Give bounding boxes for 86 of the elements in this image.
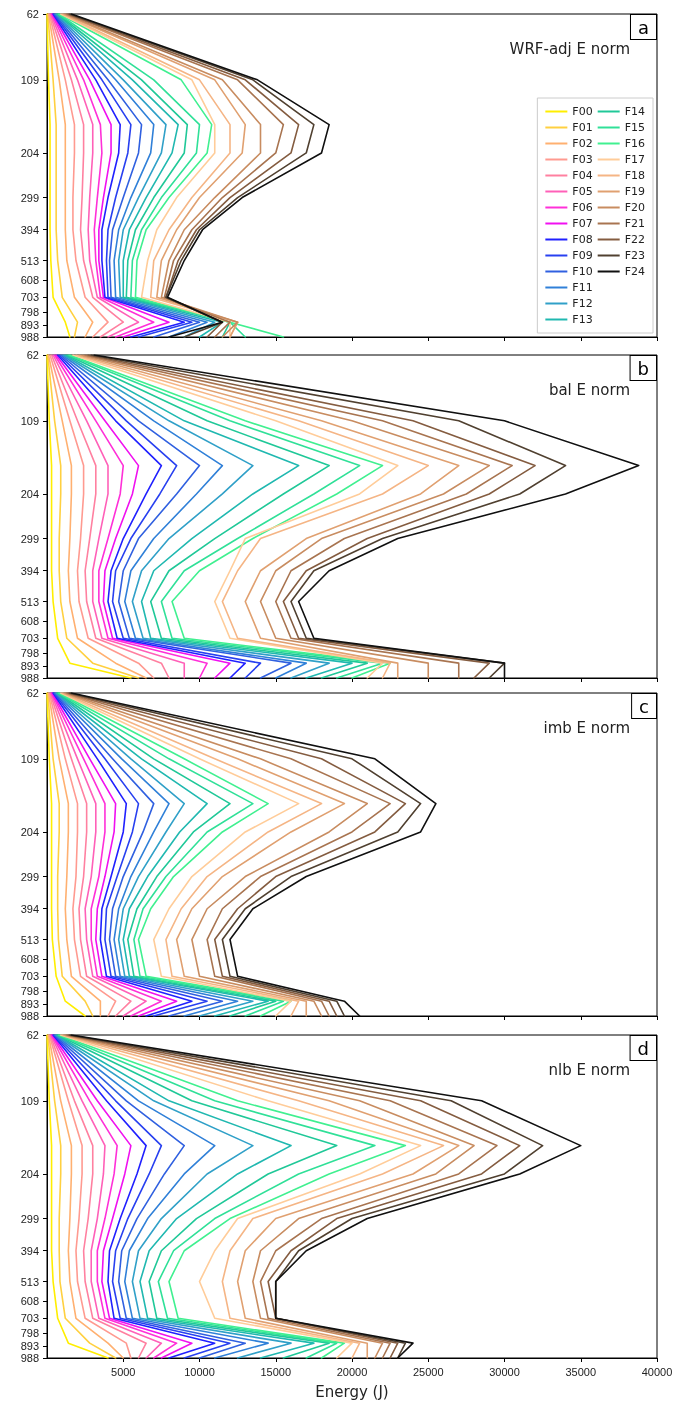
y-tick-label: 703 xyxy=(20,1312,39,1325)
legend-label: F17 xyxy=(624,153,645,166)
legend-label: F23 xyxy=(624,249,645,262)
y-tick-label: 204 xyxy=(20,146,39,159)
x-tick-label: 40000 xyxy=(641,1365,673,1378)
y-tick-label: 608 xyxy=(20,1295,39,1308)
legend-label: F07 xyxy=(572,217,593,230)
legend-label: F02 xyxy=(572,137,593,150)
y-tick-label: 62 xyxy=(26,1029,39,1041)
y-tick-label: 988 xyxy=(20,1352,39,1364)
x-tick-label: 20000 xyxy=(336,1365,368,1378)
y-tick-label: 703 xyxy=(20,632,39,645)
y-tick-label: 988 xyxy=(20,331,39,343)
x-tick-label: 35000 xyxy=(565,1365,597,1378)
annotation: a xyxy=(637,16,649,38)
legend-label: F09 xyxy=(572,249,593,262)
legend-label: F04 xyxy=(572,169,593,182)
text: imb E norm xyxy=(543,718,630,737)
legend-label: F11 xyxy=(572,281,593,294)
y-tick-label: 703 xyxy=(20,970,39,983)
y-tick-label: 513 xyxy=(20,933,39,946)
y-tick-label: 608 xyxy=(20,953,39,966)
y-tick-label: 299 xyxy=(20,870,39,883)
legend-label: F19 xyxy=(624,185,645,198)
legend-label: F22 xyxy=(624,233,645,246)
legend-label: F18 xyxy=(624,169,645,182)
legend-label: F12 xyxy=(572,297,593,310)
y-tick-label: 204 xyxy=(20,825,39,838)
legend-label: F10 xyxy=(572,265,593,278)
y-tick-label: 62 xyxy=(26,349,39,361)
legend-label: F14 xyxy=(624,105,645,118)
legend-label: F06 xyxy=(572,201,593,214)
y-tick-label: 394 xyxy=(20,564,39,577)
y-tick-label: 513 xyxy=(20,254,39,267)
annotation: c xyxy=(639,695,650,717)
y-tick-label: 798 xyxy=(20,985,39,998)
y-tick-label: 513 xyxy=(20,1275,39,1288)
y-tick-label: 299 xyxy=(20,191,39,204)
x-tick-label: 5000 xyxy=(111,1365,136,1378)
legend-label: F24 xyxy=(624,265,645,278)
y-tick-label: 109 xyxy=(20,414,39,427)
y-tick-label: 798 xyxy=(20,1327,39,1340)
legend-label: F01 xyxy=(572,121,593,134)
y-tick-label: 204 xyxy=(20,487,39,500)
text: nlb E norm xyxy=(548,1060,631,1079)
y-tick-label: 988 xyxy=(20,672,39,684)
y-tick-label: 62 xyxy=(26,687,39,699)
x-axis-title: Energy (J) xyxy=(315,1382,389,1401)
legend-label: F00 xyxy=(572,105,593,118)
x-tick-label: 30000 xyxy=(489,1365,520,1378)
text: WRF-adj E norm xyxy=(509,39,630,58)
y-tick-label: 109 xyxy=(20,1094,39,1107)
y-tick-label: 299 xyxy=(20,1212,39,1225)
x-tick-label: 10000 xyxy=(184,1365,215,1378)
y-tick-label: 394 xyxy=(20,1244,39,1257)
legend-label: F03 xyxy=(572,153,593,166)
annotation: b xyxy=(637,357,650,379)
x-tick-label: 15000 xyxy=(260,1365,292,1378)
y-tick-label: 204 xyxy=(20,1167,39,1180)
y-tick-label: 109 xyxy=(20,752,39,765)
y-tick-label: 798 xyxy=(20,647,39,660)
y-tick-label: 513 xyxy=(20,595,39,608)
y-tick-label: 299 xyxy=(20,532,39,545)
legend-label: F13 xyxy=(572,313,593,326)
y-tick-label: 703 xyxy=(20,291,39,304)
legend-label: F16 xyxy=(624,137,645,150)
x-tick-label: 25000 xyxy=(412,1365,444,1378)
y-tick-label: 109 xyxy=(20,73,39,86)
y-tick-label: 893 xyxy=(20,998,39,1011)
y-tick-label: 798 xyxy=(20,306,39,319)
y-tick-label: 394 xyxy=(20,902,39,915)
y-tick-label: 608 xyxy=(20,615,39,628)
y-tick-label: 893 xyxy=(20,660,39,673)
y-tick-label: 62 xyxy=(26,8,39,20)
y-tick-label: 893 xyxy=(20,1340,39,1353)
legend-label: F05 xyxy=(572,185,593,198)
y-tick-label: 988 xyxy=(20,1010,39,1022)
y-tick-label: 608 xyxy=(20,274,39,287)
legend-label: F08 xyxy=(572,233,593,246)
legend-label: F15 xyxy=(624,121,645,134)
text: bal E norm xyxy=(548,380,630,399)
y-tick-label: 394 xyxy=(20,223,39,236)
annotation: d xyxy=(637,1037,650,1059)
legend-label: F20 xyxy=(624,201,645,214)
legend-label: F21 xyxy=(624,217,645,230)
y-tick-label: 893 xyxy=(20,319,39,332)
